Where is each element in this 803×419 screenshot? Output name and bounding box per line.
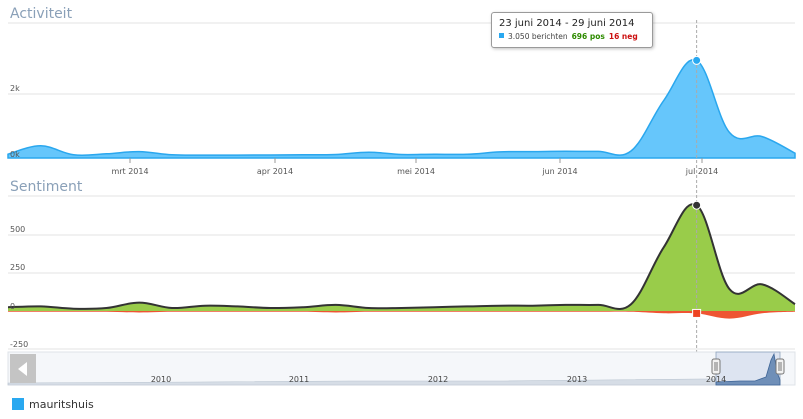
- navigator-year-2011: 2011: [289, 375, 309, 384]
- sentiment-pos-line: [7, 203, 796, 310]
- tooltip-pos: 696 pos: [571, 32, 605, 41]
- navigator-year-2013: 2013: [567, 375, 587, 384]
- navigator-handle-left[interactable]: [711, 358, 721, 375]
- tooltip-title: 23 juni 2014 - 29 juni 2014: [499, 18, 635, 29]
- square-legend-icon: [12, 398, 24, 410]
- xtick-label-apr: apr 2014: [257, 167, 293, 176]
- xtick-label-mrt: mrt 2014: [111, 167, 148, 176]
- sentiment-ytick-neg250: -250: [10, 340, 28, 349]
- legend[interactable]: mauritshuis: [12, 398, 94, 411]
- navigator-selection-series: [715, 352, 781, 386]
- tooltip-neg: 16 neg: [608, 32, 638, 41]
- activity-xaxis: mrt 2014 apr 2014 mei 2014 jun 2014 jul …: [111, 158, 718, 176]
- series-swatch-icon: [499, 33, 504, 38]
- hover-tooltip: 23 juni 2014 - 29 juni 2014 3.050 berich…: [491, 12, 653, 48]
- activity-hover-marker[interactable]: [692, 55, 702, 65]
- activity-chart-title: Activiteit: [10, 6, 73, 22]
- legend-label: mauritshuis: [29, 398, 94, 411]
- xtick-label-jul: jul 2014: [685, 167, 718, 176]
- sentiment-ytick-250: 250: [10, 263, 25, 272]
- arrow-left-icon: [18, 362, 27, 376]
- sentiment-chart-title: Sentiment: [10, 179, 83, 195]
- sentiment-ytick-500: 500: [10, 225, 25, 234]
- navigator-year-2012: 2012: [428, 375, 448, 384]
- navigator-year-2010: 2010: [151, 375, 171, 384]
- tooltip-count: 3.050 berichten: [508, 32, 568, 41]
- activity-area[interactable]: [7, 58, 796, 159]
- navigator-scroll-left-button[interactable]: [10, 354, 36, 383]
- xtick-label-jun: jun 2014: [541, 167, 577, 176]
- navigator-year-2014: 2014: [706, 375, 726, 384]
- sentiment-neg-hover-marker[interactable]: [692, 308, 702, 318]
- navigator-series: [7, 378, 717, 386]
- sentiment-pos-area[interactable]: [8, 204, 795, 311]
- xtick-label-mei: mei 2014: [397, 167, 435, 176]
- sentiment-pos-hover-marker[interactable]: [692, 200, 702, 210]
- activity-ytick-2k: 2k: [10, 84, 20, 93]
- sentiment-ytick-0: 0: [10, 302, 15, 311]
- sentiment-neg-area[interactable]: [8, 311, 795, 319]
- activity-ytick-0k: 0k: [10, 150, 20, 159]
- navigator-handle-right[interactable]: [775, 358, 785, 375]
- tooltip-values: 3.050 berichten 696 pos 16 neg: [499, 32, 645, 41]
